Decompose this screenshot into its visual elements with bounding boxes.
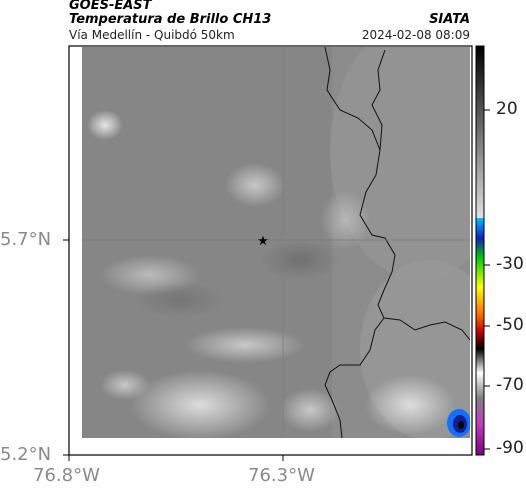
colorbar-tick--30: -30 [496,254,524,274]
datetime-label: 2024-02-08 08:09 [361,28,470,42]
colorbar-tick--90: -90 [496,438,524,458]
department-boundary [324,47,470,341]
colorbar-tick-20: 20 [496,99,518,119]
agency-label: SIATA [429,12,470,27]
colorbar-tick--70: -70 [496,375,524,395]
colorbar-tick--50: -50 [496,315,524,335]
lon-label-76.3: 76.3°W [248,465,315,486]
product-title: Temperatura de Brillo CH13 [69,12,272,27]
lon-label-76.8: 76.8°W [33,465,100,486]
lat-label-5.7: 5.7°N [0,229,52,250]
colorbar [475,45,485,456]
brightness-temperature-field [82,47,470,438]
satellite-title: GOES-EAST [69,0,152,13]
region-subtitle: Vía Medellín - Quibdó 50km [69,28,235,42]
star-marker-icon: ★ [257,234,269,249]
lat-label-5.2: 5.2°N [0,444,52,465]
